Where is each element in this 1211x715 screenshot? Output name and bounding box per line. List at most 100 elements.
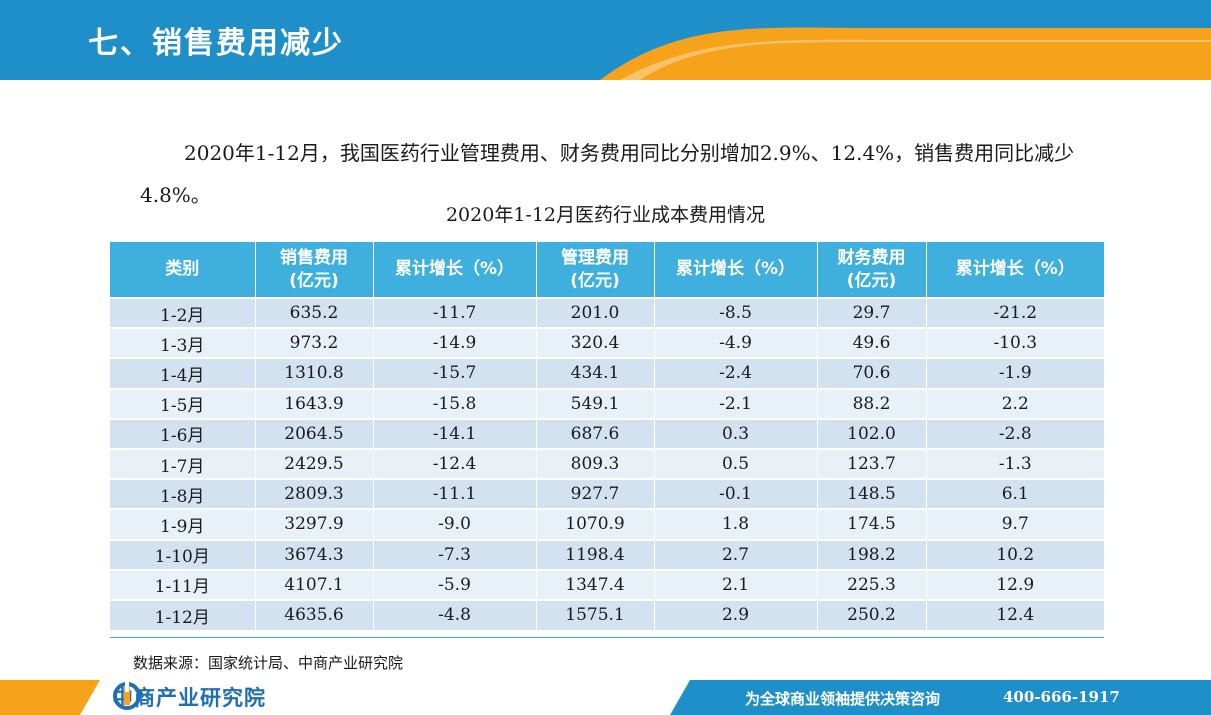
value-cell: 320.4 bbox=[536, 327, 655, 359]
value-cell: 49.6 bbox=[817, 327, 927, 359]
table-row: 1-4月 1310.8 -15.7 434.1 -2.4 70.6 -1.9 bbox=[110, 357, 1104, 389]
column-header-line: (亿元) bbox=[289, 270, 339, 291]
column-header-line: 累计增长（%） bbox=[394, 259, 515, 279]
period-cell: 1-12月 bbox=[110, 598, 256, 631]
value-cell: 6.1 bbox=[926, 478, 1104, 510]
header-background bbox=[0, 0, 1211, 80]
value-cell: -7.3 bbox=[373, 538, 537, 570]
data-source-note: 数据来源：国家统计局、中商产业研究院 bbox=[133, 654, 404, 672]
value-cell: 927.7 bbox=[536, 478, 655, 510]
value-cell: -14.1 bbox=[373, 417, 537, 449]
value-cell: 174.5 bbox=[817, 508, 927, 540]
value-cell: 809.3 bbox=[536, 447, 655, 480]
table-row: 1-11月 4107.1 -5.9 1347.4 2.1 225.3 12.9 bbox=[110, 568, 1104, 600]
column-header: 财务费用 (亿元) bbox=[817, 242, 927, 298]
value-cell: 1310.8 bbox=[255, 357, 374, 389]
table-row: 1-6月 2064.5 -14.1 687.6 0.3 102.0 -2.8 bbox=[110, 417, 1104, 449]
table-caption: 2020年1-12月医药行业成本费用情况 bbox=[445, 204, 766, 226]
value-cell: -21.2 bbox=[926, 296, 1104, 329]
value-cell: 148.5 bbox=[817, 478, 927, 510]
column-header-line: 销售费用 bbox=[280, 247, 348, 268]
value-cell: 102.0 bbox=[817, 417, 927, 449]
footer-phone: 400-666-1917 bbox=[1003, 688, 1120, 706]
period-cell: 1-3月 bbox=[110, 327, 256, 359]
period-cell: 1-10月 bbox=[110, 538, 256, 570]
value-cell: 635.2 bbox=[255, 296, 374, 329]
value-cell: 2.9 bbox=[654, 598, 818, 631]
table-row: 1-5月 1643.9 -15.8 549.1 -2.1 88.2 2.2 bbox=[110, 387, 1104, 419]
value-cell: 123.7 bbox=[817, 447, 927, 480]
value-cell: 1347.4 bbox=[536, 568, 655, 600]
value-cell: 88.2 bbox=[817, 387, 927, 419]
value-cell: -12.4 bbox=[373, 447, 537, 480]
column-header-line: 累计增长（%） bbox=[955, 259, 1075, 279]
value-cell: 973.2 bbox=[255, 327, 374, 359]
cost-expense-table: 类别 销售费用 (亿元) 累计增长（%） 管理费用 (亿元) 累计增长（%） 财务费用 (亿元)… bbox=[110, 242, 1104, 631]
value-cell: 687.6 bbox=[536, 417, 655, 449]
value-cell: 225.3 bbox=[817, 568, 927, 600]
column-header: 累计增长（%） bbox=[926, 242, 1104, 298]
value-cell: 29.7 bbox=[817, 296, 927, 329]
value-cell: -11.1 bbox=[373, 478, 537, 510]
period-cell: 1-4月 bbox=[110, 357, 256, 389]
value-cell: 2064.5 bbox=[255, 417, 374, 449]
value-cell: -0.1 bbox=[654, 478, 818, 510]
value-cell: -11.7 bbox=[373, 296, 537, 329]
value-cell: 3674.3 bbox=[255, 538, 374, 570]
value-cell: 3297.9 bbox=[255, 508, 374, 540]
value-cell: 70.6 bbox=[817, 357, 927, 389]
value-cell: -14.9 bbox=[373, 327, 537, 359]
value-cell: 198.2 bbox=[817, 538, 927, 570]
period-cell: 1-6月 bbox=[110, 417, 256, 449]
value-cell: 0.3 bbox=[654, 417, 818, 449]
value-cell: 549.1 bbox=[536, 387, 655, 419]
value-cell: 12.4 bbox=[926, 598, 1104, 631]
period-cell: 1-2月 bbox=[110, 296, 256, 329]
table-header-row: 类别 销售费用 (亿元) 累计增长（%） 管理费用 (亿元) 累计增长（%） 财务费用 (亿元)… bbox=[110, 242, 1104, 298]
table-body: 1-2月 635.2 -11.7 201.0 -8.5 29.7 -21.2 1-3月 973.… bbox=[110, 296, 1104, 631]
value-cell: 2809.3 bbox=[255, 478, 374, 510]
table-row: 1-9月 3297.9 -9.0 1070.9 1.8 174.5 9.7 bbox=[110, 508, 1104, 540]
value-cell: -1.3 bbox=[926, 447, 1104, 480]
value-cell: -9.0 bbox=[373, 508, 537, 540]
value-cell: -2.4 bbox=[654, 357, 818, 389]
value-cell: 201.0 bbox=[536, 296, 655, 329]
value-cell: 1575.1 bbox=[536, 598, 655, 631]
column-header: 累计增长（%） bbox=[373, 242, 537, 298]
period-cell: 1-7月 bbox=[110, 447, 256, 480]
page-title: 七、销售费用减少 bbox=[88, 26, 344, 61]
table-row: 1-8月 2809.3 -11.1 927.7 -0.1 148.5 6.1 bbox=[110, 478, 1104, 510]
value-cell: -10.3 bbox=[926, 327, 1104, 359]
value-cell: 4107.1 bbox=[255, 568, 374, 600]
value-cell: -2.8 bbox=[926, 417, 1104, 449]
value-cell: 2429.5 bbox=[255, 447, 374, 480]
column-header: 类别 bbox=[110, 242, 256, 298]
value-cell: 250.2 bbox=[817, 598, 927, 631]
period-cell: 1-9月 bbox=[110, 508, 256, 540]
value-cell: 4635.6 bbox=[255, 598, 374, 631]
value-cell: 2.2 bbox=[926, 387, 1104, 419]
column-header-line: 财务费用 bbox=[837, 247, 906, 268]
value-cell: -5.9 bbox=[373, 568, 537, 600]
header-banner: 七、销售费用减少 bbox=[0, 0, 1211, 80]
value-cell: 9.7 bbox=[926, 508, 1104, 540]
period-cell: 1-8月 bbox=[110, 478, 256, 510]
table-row: 1-7月 2429.5 -12.4 809.3 0.5 123.7 -1.3 bbox=[110, 447, 1104, 480]
logo-mark-icon bbox=[113, 682, 141, 710]
table-row: 1-3月 973.2 -14.9 320.4 -4.9 49.6 -10.3 bbox=[110, 327, 1104, 359]
footer-bar: 中商产业研究院 为全球商业领袖提供决策咨询 400-666-1917 bbox=[0, 680, 1211, 715]
intro-paragraph: 2020年1-12月，我国医药行业管理费用、财务费用同比分别增加2.9%、12.… bbox=[140, 141, 1075, 207]
value-cell: -1.9 bbox=[926, 357, 1104, 389]
column-header: 销售费用 (亿元) bbox=[255, 242, 374, 298]
column-header-line: 累计增长（%） bbox=[675, 259, 796, 279]
column-header: 管理费用 (亿元) bbox=[536, 242, 655, 298]
value-cell: 10.2 bbox=[926, 538, 1104, 570]
column-header: 累计增长（%） bbox=[654, 242, 818, 298]
table-row: 1-2月 635.2 -11.7 201.0 -8.5 29.7 -21.2 bbox=[110, 296, 1104, 329]
value-cell: 434.1 bbox=[536, 357, 655, 389]
value-cell: -15.7 bbox=[373, 357, 537, 389]
footer-slogan: 为全球商业领袖提供决策咨询 bbox=[745, 690, 941, 708]
value-cell: 2.1 bbox=[654, 568, 818, 600]
period-cell: 1-5月 bbox=[110, 387, 256, 419]
value-cell: -4.9 bbox=[654, 327, 818, 359]
